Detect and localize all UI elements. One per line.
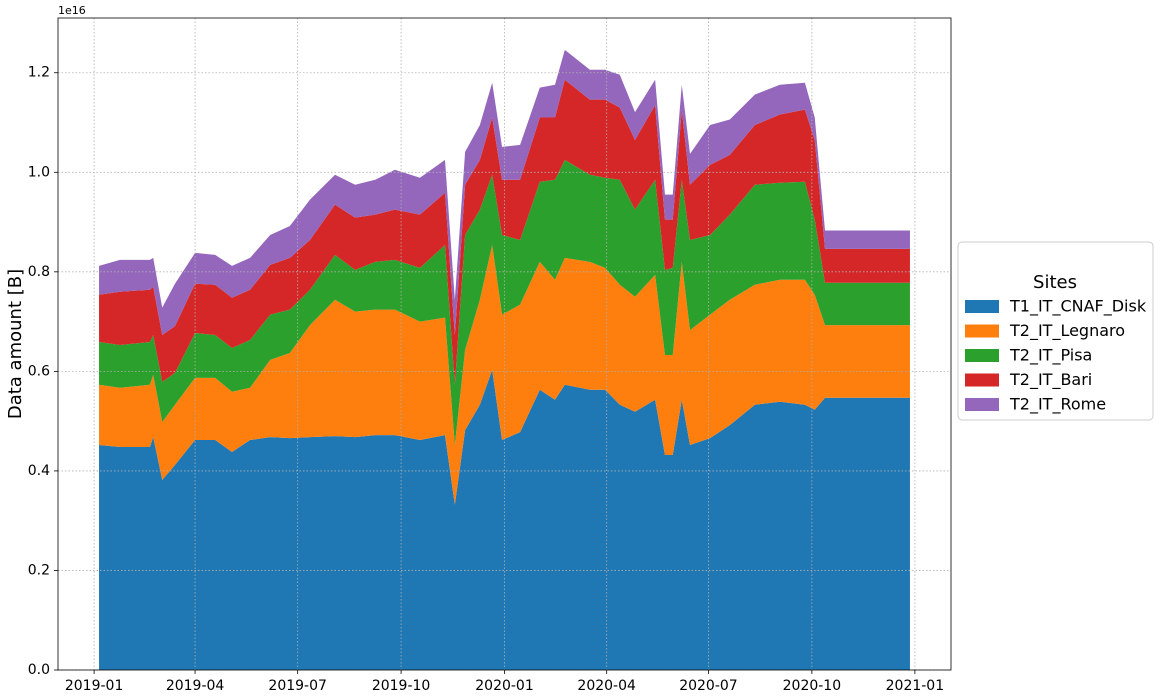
legend-swatch (965, 300, 999, 313)
legend-swatch (965, 398, 999, 411)
x-tick-label: 2019-07 (268, 678, 327, 694)
legend-label: T2_IT_Rome (1009, 395, 1106, 415)
x-tick-label: 2020-07 (679, 678, 738, 694)
x-tick-label: 2019-04 (166, 678, 225, 694)
legend-box (957, 241, 1154, 421)
legend-title: Sites (1033, 272, 1077, 293)
y-axis-label: Data amount [B] (5, 269, 26, 419)
y-tick-label: 0.8 (28, 264, 50, 280)
y-tick-label: 0.2 (28, 562, 50, 578)
area (99, 49, 910, 336)
x-tick-label: 2021-01 (886, 678, 945, 694)
legend-label: T2_IT_Legnaro (1009, 321, 1125, 341)
legend-swatch (965, 373, 999, 387)
x-tick-label: 2019-01 (65, 678, 124, 694)
legend-swatch (965, 349, 999, 362)
x-tick-label: 2020-04 (577, 678, 636, 694)
y-tick-label: 0.0 (28, 662, 50, 678)
legend-label: T2_IT_Bari (1009, 370, 1092, 390)
y-tick-label: 1.0 (28, 164, 50, 180)
y-tick-label: 1.2 (28, 65, 50, 81)
legend: Sites T1_IT_CNAF_Disk T2_IT_Legnaro T2_IT_… (957, 241, 1154, 421)
x-tick-label: 2020-01 (475, 678, 534, 694)
grid (58, 18, 951, 671)
legend-label: T2_IT_Pisa (1009, 346, 1092, 366)
legend-label: T1_IT_CNAF_Disk (1009, 297, 1147, 317)
x-tick-label: 2019-10 (372, 678, 431, 694)
area (99, 244, 910, 505)
legend-swatch (965, 324, 999, 338)
x-tick-label: 2020-10 (783, 678, 842, 694)
y-tick-label: 0.4 (28, 463, 50, 479)
y-tick-label: 0.6 (28, 363, 50, 379)
plot-frame (57, 17, 952, 671)
offset-label: 1e16 (58, 4, 86, 17)
